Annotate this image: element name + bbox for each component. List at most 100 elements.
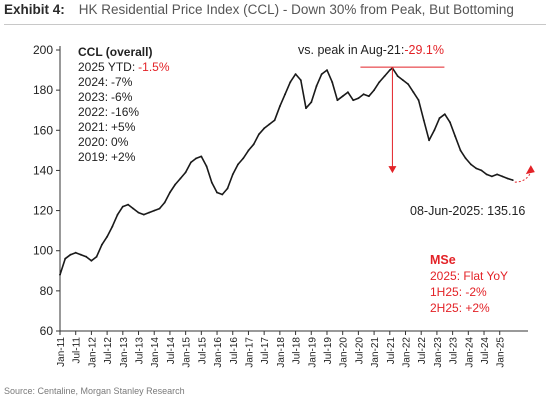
ccl-box-change: 0% — [111, 135, 129, 149]
x-tick-label: Jan-24 — [464, 337, 475, 368]
data-point — [95, 255, 98, 258]
ccl-box-year: 2020: — [78, 135, 108, 149]
data-point — [396, 75, 399, 77]
x-tick-label: Jul-11 — [72, 337, 83, 364]
x-tick-label: Jan-25 — [496, 337, 507, 368]
x-tick-label: Jul-17 — [260, 337, 271, 365]
data-point — [491, 175, 493, 178]
x-tick-label: Jul-21 — [386, 337, 397, 365]
peak-annotation-label: vs. peak in Aug-21: — [298, 43, 404, 57]
ccl-series-line — [59, 67, 514, 276]
data-point — [378, 81, 381, 83]
data-point — [422, 119, 425, 122]
data-point — [221, 193, 224, 196]
data-point — [163, 201, 166, 204]
exhibit-header: Exhibit 4: HK Residential Price Index (CC… — [4, 2, 546, 24]
y-tick-label: 160 — [33, 123, 53, 137]
mse-box-line: 2025: Flat YoY — [430, 269, 508, 283]
x-tick-label: Jan-13 — [119, 337, 130, 368]
ccl-box-change: +2% — [111, 150, 136, 164]
ccl-box-year: 2022: — [78, 105, 108, 119]
data-point — [511, 179, 514, 182]
data-point — [184, 171, 187, 174]
ccl-box-change: -6% — [111, 90, 133, 104]
exhibit-label: Exhibit 4: — [4, 2, 65, 17]
data-point — [174, 183, 177, 186]
data-point — [449, 121, 451, 124]
data-point — [320, 73, 323, 75]
bottoming-arrow-line — [514, 173, 531, 183]
ccl-box-line: 2019: +2% — [78, 150, 136, 164]
data-point — [268, 123, 271, 126]
ccl-box-line: 2025 YTD: -1.5% — [78, 60, 170, 74]
data-point — [80, 253, 82, 256]
data-point — [101, 243, 103, 246]
x-tick-label: Jan-15 — [182, 337, 193, 368]
data-point — [210, 181, 213, 184]
x-tick-label: Jan-11 — [56, 337, 67, 367]
x-tick-label: Jan-18 — [276, 337, 287, 368]
data-point — [388, 69, 391, 71]
data-point — [226, 187, 229, 190]
data-point — [501, 175, 504, 178]
ccl-box-change: -1.5% — [138, 60, 170, 74]
x-tick-label: Jul-13 — [135, 337, 146, 365]
data-point — [294, 73, 297, 75]
data-point — [64, 257, 67, 260]
data-point — [475, 167, 478, 170]
ccl-box-year: 2025 YTD: — [78, 60, 135, 74]
source-note: Source: Centaline, Morgan Stanley Resear… — [4, 386, 185, 396]
data-point — [417, 99, 420, 102]
data-point — [315, 85, 318, 87]
ccl-box-year: 2023: — [78, 90, 108, 104]
x-tick-label: Jul-22 — [417, 337, 428, 365]
data-point — [169, 191, 171, 194]
y-tick-label: 120 — [33, 204, 53, 218]
data-point — [383, 75, 386, 77]
x-tick-label: Jan-17 — [244, 337, 255, 368]
data-point — [242, 157, 245, 160]
x-tick-label: Jan-20 — [339, 337, 350, 368]
data-point — [373, 89, 375, 91]
x-tick-label: Jan-16 — [213, 337, 224, 368]
chart-title: HK Residential Price Index (CCL) - Down … — [78, 2, 514, 17]
data-point — [106, 235, 108, 238]
x-tick-label: Jul-16 — [229, 337, 240, 365]
data-point — [443, 113, 446, 116]
data-point — [284, 93, 286, 96]
data-point — [158, 207, 161, 210]
y-tick-label: 200 — [33, 43, 53, 57]
data-point — [310, 101, 313, 104]
data-point — [506, 177, 509, 180]
data-point — [433, 129, 436, 132]
data-point — [195, 157, 198, 160]
data-point — [59, 273, 61, 276]
x-tick-label: Jul-20 — [354, 337, 365, 365]
ccl-box-year: 2024: — [78, 75, 108, 89]
ccl-box-line: 2021: +5% — [78, 120, 136, 134]
data-point — [273, 119, 276, 122]
x-tick-label: Jul-19 — [323, 337, 334, 365]
x-tick-label: Jul-24 — [480, 337, 491, 365]
data-point — [357, 97, 360, 100]
x-tick-label: Jan-14 — [150, 337, 161, 368]
data-point — [438, 117, 441, 120]
data-point — [336, 99, 339, 102]
data-point — [153, 209, 156, 212]
ccl-box-change: +5% — [111, 120, 136, 134]
y-tick-label: 140 — [33, 163, 53, 177]
x-tick-label: Jan-21 — [370, 337, 381, 368]
data-point — [200, 155, 203, 158]
data-point — [326, 69, 328, 71]
data-point — [179, 177, 182, 180]
data-point — [289, 81, 292, 83]
x-tick-label: Jan-22 — [402, 337, 413, 368]
data-point — [263, 127, 266, 130]
end-value-label: 08-Jun-2025: 135.16 — [410, 204, 525, 218]
data-point — [485, 173, 488, 176]
ccl-box-year: 2021: — [78, 120, 108, 134]
ccl-box-line: 2022: -16% — [78, 105, 139, 119]
drawdown-arrowhead — [388, 166, 397, 174]
data-point — [148, 211, 150, 214]
